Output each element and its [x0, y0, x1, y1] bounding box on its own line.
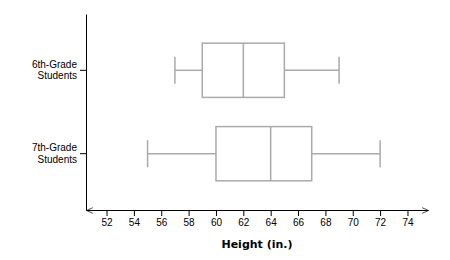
tick-mark	[107, 210, 108, 216]
tick-mark	[353, 210, 354, 216]
tick-mark	[380, 210, 381, 216]
box-group	[175, 43, 339, 97]
whisker	[284, 70, 339, 72]
tick-mark	[407, 210, 408, 216]
tick: 68	[320, 210, 332, 228]
tick-mark	[80, 153, 86, 154]
whisker	[175, 70, 202, 72]
tick: 7th-GradeStudents	[32, 142, 86, 165]
tick-label: 64	[266, 217, 278, 228]
tick-label: 62	[238, 217, 250, 228]
plot: 52 54 56 58 60 62 64 66 68 70 72 74 Height (in.) 6th-…	[32, 15, 429, 252]
tick-label: 60	[211, 217, 223, 228]
tick-label: 66	[293, 217, 305, 228]
tick-mark	[134, 210, 135, 216]
tick: 74	[402, 210, 414, 228]
tick-label: 56	[156, 217, 168, 228]
whisker-cap	[338, 57, 340, 84]
tick-mark	[271, 210, 272, 216]
tick: 60	[211, 210, 223, 228]
tick-mark	[189, 210, 190, 216]
tick: 64	[266, 210, 278, 228]
value-axis-line	[87, 210, 429, 211]
chart-svg: 52 54 56 58 60 62 64 66 68 70 72 74 Height (in.) 6th-…	[0, 0, 450, 260]
tick-label: 72	[375, 217, 387, 228]
box	[216, 127, 312, 181]
tick-label: 7th-GradeStudents	[32, 142, 77, 165]
tick: 72	[375, 210, 387, 228]
whisker	[312, 153, 380, 155]
tick-label-line: Students	[38, 154, 77, 165]
tick-mark	[298, 210, 299, 216]
tick-label: 58	[184, 217, 196, 228]
tick: 6th-GradeStudents	[32, 58, 86, 81]
whisker-cap	[174, 57, 176, 84]
whisker	[148, 153, 216, 155]
category-axis: 6th-GradeStudents7th-GradeStudents	[32, 15, 87, 211]
tick: 66	[293, 210, 305, 228]
median-line	[270, 127, 272, 181]
whisker-cap	[379, 140, 381, 167]
tick-mark	[80, 70, 86, 71]
chart-container: 52 54 56 58 60 62 64 66 68 70 72 74 Height (in.) 6th-…	[0, 0, 450, 260]
tick-mark	[216, 210, 217, 216]
tick-label-line: 6th-Grade	[32, 58, 77, 69]
marks	[148, 43, 381, 181]
axis-title: Height (in.)	[221, 238, 292, 251]
tick-label-line: 7th-Grade	[32, 142, 77, 153]
tick-mark	[243, 210, 244, 216]
tick-mark	[325, 210, 326, 216]
box	[202, 43, 284, 97]
tick-label: 6th-GradeStudents	[32, 58, 77, 81]
box-group	[148, 127, 381, 181]
tick-label: 70	[348, 217, 360, 228]
tick: 62	[238, 210, 250, 228]
tick-label-line: Students	[38, 70, 77, 81]
median-line	[243, 43, 245, 97]
tick-mark	[161, 210, 162, 216]
category-axis-line	[86, 15, 87, 211]
value-axis: 52 54 56 58 60 62 64 66 68 70 72 74	[87, 210, 429, 228]
tick-label: 54	[129, 217, 141, 228]
tick: 52	[101, 210, 113, 228]
whisker-cap	[147, 140, 149, 167]
tick-label: 52	[101, 217, 113, 228]
tick: 56	[156, 210, 168, 228]
tick-label: 74	[402, 217, 414, 228]
tick: 54	[129, 210, 141, 228]
tick-label: 68	[320, 217, 332, 228]
tick: 70	[348, 210, 360, 228]
tick: 58	[184, 210, 196, 228]
